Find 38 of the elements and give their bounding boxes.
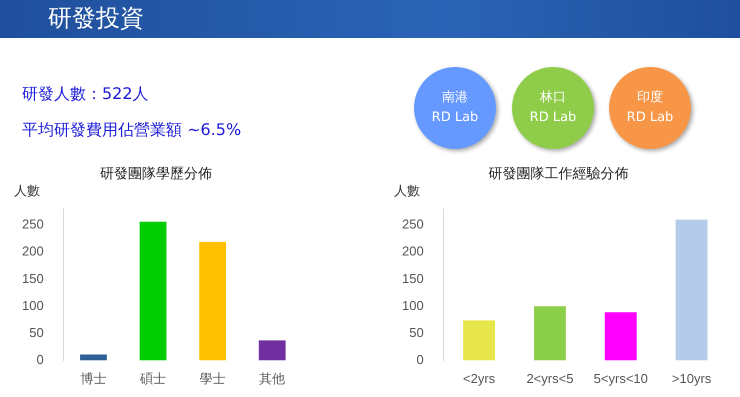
circle-badge: 南港 RD Lab <box>414 67 496 149</box>
y-tick-label: 0 <box>416 352 424 367</box>
x-tick-label: 5<yrs<10 <box>594 370 648 386</box>
bar <box>140 222 166 360</box>
y-tick-label: 200 <box>22 244 44 259</box>
bar <box>676 220 708 360</box>
text: 研發投資 <box>48 3 144 34</box>
x-tick-label: 博士 <box>80 370 106 386</box>
chart-title: 研發團隊工作經驗分佈 <box>488 166 628 182</box>
bar <box>604 312 637 360</box>
x-tick-label: >10yrs <box>672 370 712 386</box>
x-tick-label: 其他 <box>259 370 286 386</box>
bar <box>258 340 286 360</box>
bar <box>534 306 566 360</box>
y-tick-label: 100 <box>22 298 44 313</box>
y-tick-label: 200 <box>402 244 424 259</box>
y-tick-label: 250 <box>402 216 424 232</box>
y-tick-label: 50 <box>409 324 424 340</box>
text: 研發人數：522人 <box>22 84 149 105</box>
y-tick-label: 100 <box>402 298 424 313</box>
y-tick-label: 50 <box>29 324 44 340</box>
y-tick-label: 150 <box>22 270 44 286</box>
bar <box>80 354 107 360</box>
x-tick-label: 2<yrs<5 <box>526 370 574 386</box>
x-tick-label: <2yrs <box>463 370 496 386</box>
y-tick-label: 150 <box>402 270 424 286</box>
y-axis-title: 人數 <box>14 183 40 200</box>
chart-title: 研發團隊學歷分佈 <box>100 166 212 182</box>
circle-badge: 印度 RD Lab <box>609 67 691 149</box>
x-tick-label: 學士 <box>200 370 226 386</box>
bar <box>463 320 496 360</box>
bar <box>199 242 226 360</box>
y-axis-title: 人數 <box>394 183 420 200</box>
y-tick-label: 250 <box>22 216 44 232</box>
circle-badge: 林口 RD Lab <box>512 67 594 149</box>
x-tick-label: 碩士 <box>139 370 166 386</box>
text: 平均研發費用佔營業額 ~6.5% <box>22 120 242 141</box>
y-tick-label: 0 <box>36 352 44 367</box>
